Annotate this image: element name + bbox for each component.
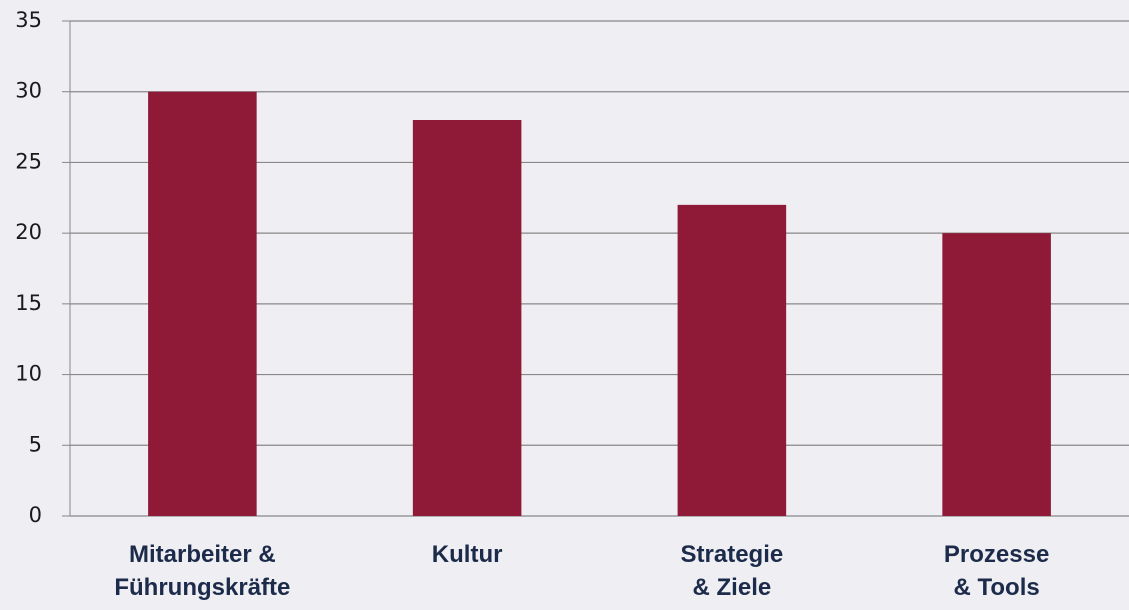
bar <box>148 91 257 516</box>
x-tick-label: Kultur <box>431 541 503 568</box>
y-tick-label: 0 <box>29 503 42 527</box>
y-tick-label: 30 <box>15 79 42 103</box>
y-tick-label: 10 <box>15 362 42 386</box>
bar <box>942 233 1051 516</box>
x-tick-label: Strategie & Ziele <box>680 541 784 601</box>
bar <box>412 120 522 516</box>
y-tick-label: 25 <box>15 149 42 173</box>
x-tick-label: Prozesse & Tools <box>943 541 1050 601</box>
x-tick-label: Mitarbeiter & Führungskräfte <box>114 541 291 601</box>
bar <box>677 204 787 516</box>
y-tick-label: 35 <box>15 8 42 32</box>
y-tick-label: 15 <box>15 291 42 315</box>
y-tick-label: 5 <box>29 432 42 456</box>
y-tick-label: 20 <box>15 220 42 244</box>
